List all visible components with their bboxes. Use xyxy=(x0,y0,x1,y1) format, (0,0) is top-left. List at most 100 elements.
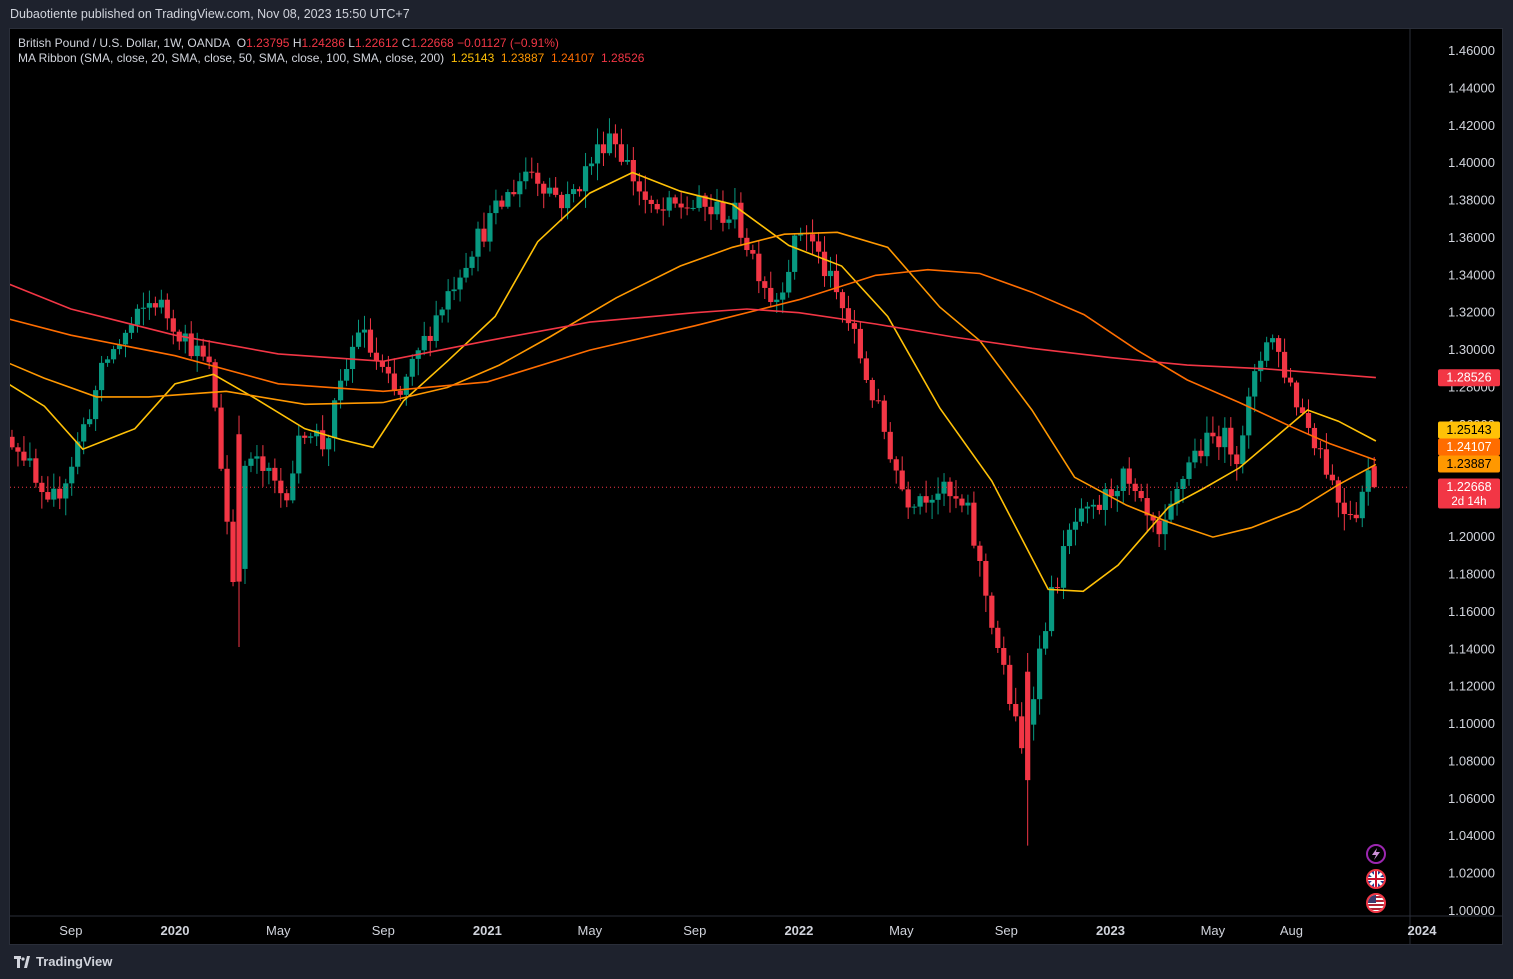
candle-body xyxy=(367,329,374,353)
candle-body xyxy=(194,345,200,357)
candle-body xyxy=(654,204,660,210)
candle-body xyxy=(559,194,565,209)
candle-body xyxy=(349,346,356,370)
price-label: 1.28526 xyxy=(1446,371,1491,385)
uk-flag-icon[interactable] xyxy=(1366,869,1386,889)
candle-body xyxy=(427,335,433,341)
tradingview-brand[interactable]: TradingView xyxy=(14,954,112,969)
ma-line-ma20 xyxy=(10,171,1377,593)
chart-legend: British Pound / U.S. Dollar, 1W, OANDA O… xyxy=(18,36,644,66)
candle-body xyxy=(1270,338,1276,343)
candle-body xyxy=(535,172,541,184)
candle-body xyxy=(260,456,266,471)
candle-body xyxy=(523,171,529,182)
candle-body xyxy=(1132,483,1138,492)
candle-body xyxy=(296,435,302,474)
candle-body xyxy=(1138,491,1144,499)
legend-ma50-value: 1.23887 xyxy=(500,51,545,65)
legend-symbol[interactable]: British Pound / U.S. Dollar, 1W, OANDA xyxy=(18,36,231,50)
candle-body xyxy=(69,466,75,484)
candle-body xyxy=(1353,514,1359,519)
candle-body xyxy=(1341,502,1347,515)
price-label-bg xyxy=(1438,421,1500,439)
candle-body xyxy=(1180,478,1186,490)
price-chart[interactable]: 1.46000 1.44000 1.42000 1.40000 1.38000 1.360… xyxy=(10,29,1503,945)
candle-body xyxy=(152,303,158,308)
us-flag-icon[interactable] xyxy=(1366,893,1386,913)
candle-body xyxy=(33,458,39,483)
candle-body xyxy=(10,436,15,448)
candle-body xyxy=(463,267,469,278)
x-tick-label: Sep xyxy=(59,923,82,938)
candle-body xyxy=(1240,435,1246,465)
legend-indicator[interactable]: MA Ribbon (SMA, close, 20, SMA, close, 5… xyxy=(18,51,445,65)
candle-body xyxy=(314,430,320,437)
legend-open-label: O xyxy=(236,36,247,50)
candle-body xyxy=(684,207,690,209)
candle-body xyxy=(343,369,350,381)
candle-body xyxy=(845,308,852,324)
candle-body xyxy=(547,187,553,194)
candle-body xyxy=(1359,491,1365,519)
legend-open-value: 1.23795 xyxy=(246,36,290,50)
candle-body xyxy=(75,441,81,467)
legend-low-value: 1.22612 xyxy=(354,36,399,50)
candle-body xyxy=(290,473,296,501)
candle-body xyxy=(98,362,105,391)
candle-body xyxy=(541,183,547,194)
candle-body xyxy=(505,192,511,207)
candle-body xyxy=(1276,338,1282,352)
y-tick-label: 1.02000 xyxy=(1448,866,1495,881)
candle-body xyxy=(1108,489,1114,497)
candle-body xyxy=(923,496,929,503)
candle-body xyxy=(1222,427,1228,448)
candle-body xyxy=(1365,470,1371,492)
candle-body xyxy=(116,344,123,350)
candle-body xyxy=(104,359,111,363)
x-tick-label: May xyxy=(889,923,914,938)
y-tick-label: 1.36000 xyxy=(1448,230,1495,245)
legend-low-label: L xyxy=(348,36,355,50)
candle-body xyxy=(1287,377,1294,383)
candle-body xyxy=(1019,716,1025,749)
candle-body xyxy=(27,458,33,461)
candle-body xyxy=(266,467,272,471)
y-tick-label: 1.04000 xyxy=(1448,828,1495,843)
candle-body xyxy=(553,187,559,195)
candle-body xyxy=(529,171,535,173)
candle-body xyxy=(140,307,147,309)
legend-close-label: C xyxy=(401,36,411,50)
legend-high-value: 1.24286 xyxy=(301,36,345,50)
candle-body xyxy=(965,502,971,506)
candle-body xyxy=(397,390,403,395)
chart-panel[interactable]: 1.46000 1.44000 1.42000 1.40000 1.38000 1.360… xyxy=(9,28,1503,945)
candle-body xyxy=(624,160,630,162)
candle-body xyxy=(230,521,236,583)
candle-body xyxy=(678,203,684,208)
candle-body xyxy=(1311,427,1318,449)
lightning-icon[interactable] xyxy=(1366,844,1386,864)
legend-change: −0.01127 (−0.91%) xyxy=(457,36,559,50)
candle-body xyxy=(672,197,678,204)
candles-group xyxy=(10,118,1377,846)
x-tick-label: Sep xyxy=(372,923,395,938)
candle-body xyxy=(1156,520,1162,535)
candle-body xyxy=(815,241,822,252)
candle-body xyxy=(1072,521,1079,530)
y-tick-label: 1.20000 xyxy=(1448,529,1495,544)
x-tick-label: 2024 xyxy=(1408,923,1438,938)
candle-body xyxy=(929,499,935,503)
candle-body xyxy=(839,292,846,309)
candle-body xyxy=(1054,587,1061,589)
candle-body xyxy=(308,436,314,438)
candle-body xyxy=(170,318,176,332)
top-bar: Dubaotiente published on TradingView.com… xyxy=(0,0,1513,28)
candle-body xyxy=(1096,504,1102,510)
candle-body xyxy=(983,561,989,596)
candle-body xyxy=(786,271,792,293)
candle-body xyxy=(648,199,654,205)
candle-body xyxy=(122,332,129,345)
candle-body xyxy=(302,435,308,438)
candle-body xyxy=(953,496,959,499)
candle-body xyxy=(445,291,451,310)
